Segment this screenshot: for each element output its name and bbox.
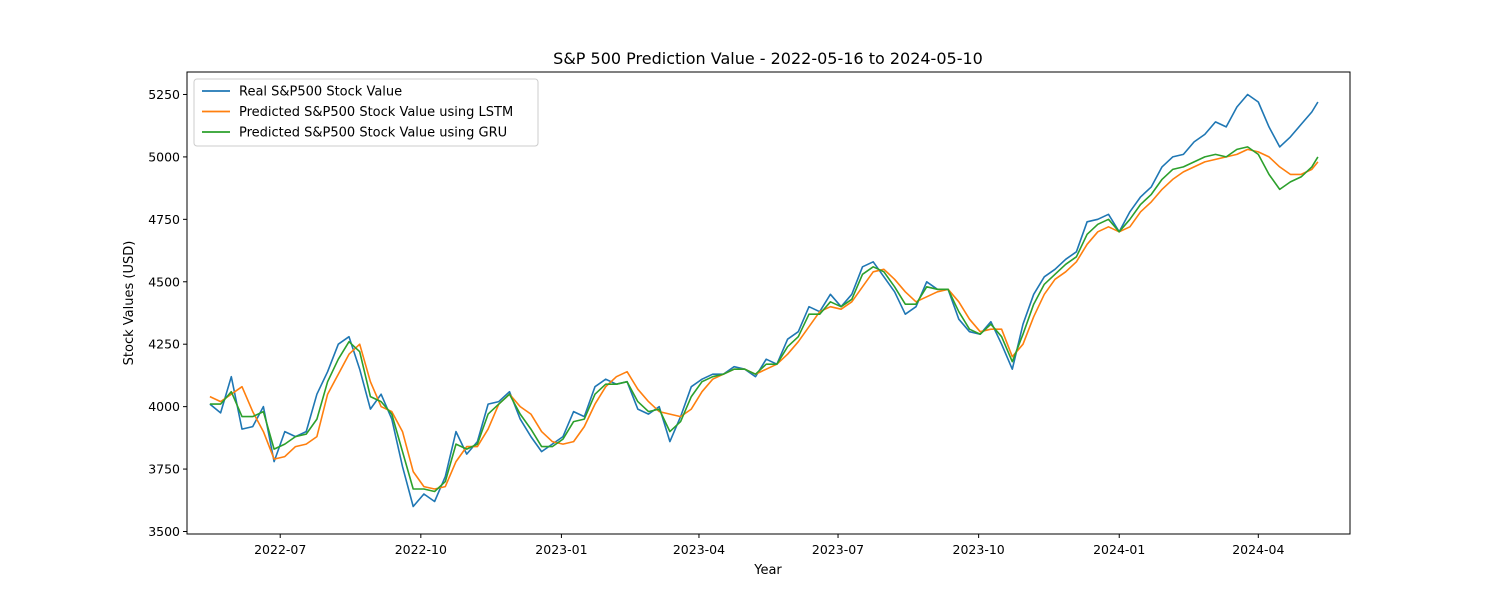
y-tick-label-4: 4500 [148, 274, 180, 289]
y-tick-label-6: 5000 [148, 149, 180, 164]
series-line-0 [209, 93, 1319, 508]
series-line-1 [209, 148, 1319, 490]
chart-title: S&P 500 Prediction Value - 2022-05-16 to… [553, 49, 983, 68]
legend-label-0: Real S&P500 Stock Value [239, 85, 402, 100]
x-tick-label-7: 2024-04 [1232, 542, 1284, 557]
y-tick-label-2: 4000 [148, 399, 180, 414]
y-tick-label-5: 4750 [148, 212, 180, 227]
x-tick-label-3: 2023-04 [673, 542, 725, 557]
y-tick-label-0: 3500 [148, 524, 180, 539]
y-tick-label-7: 5250 [148, 87, 180, 102]
legend-box [193, 78, 539, 147]
y-axis-label: Stock Values (USD) [122, 241, 137, 366]
x-tick-label-1: 2022-10 [395, 542, 447, 557]
legend: Real S&P500 Stock Value Predicted S&P500 … [193, 78, 539, 147]
x-tick-label-5: 2023-10 [953, 542, 1005, 557]
y-tick-label-1: 3750 [148, 462, 180, 477]
series-line-2 [209, 146, 1319, 493]
x-tick-label-0: 2022-07 [254, 542, 306, 557]
x-axis: 2022-07 2022-10 2023-01 2023-04 2023-07 2023-… [254, 534, 1284, 557]
y-tick-label-3: 4250 [148, 337, 180, 352]
plot-lines [209, 93, 1319, 508]
x-tick-label-4: 2023-07 [812, 542, 864, 557]
plot-frame [186, 71, 1351, 535]
legend-label-2: Predicted S&P500 Stock Value using GRU [239, 126, 507, 141]
x-axis-label: Year [753, 563, 782, 578]
x-tick-label-2: 2023-01 [535, 542, 587, 557]
y-axis: 3500 3750 4000 4250 4500 4750 5000 5250 [148, 87, 187, 539]
legend-label-1: Predicted S&P500 Stock Value using LSTM [239, 105, 513, 120]
x-tick-label-6: 2024-01 [1093, 542, 1145, 557]
